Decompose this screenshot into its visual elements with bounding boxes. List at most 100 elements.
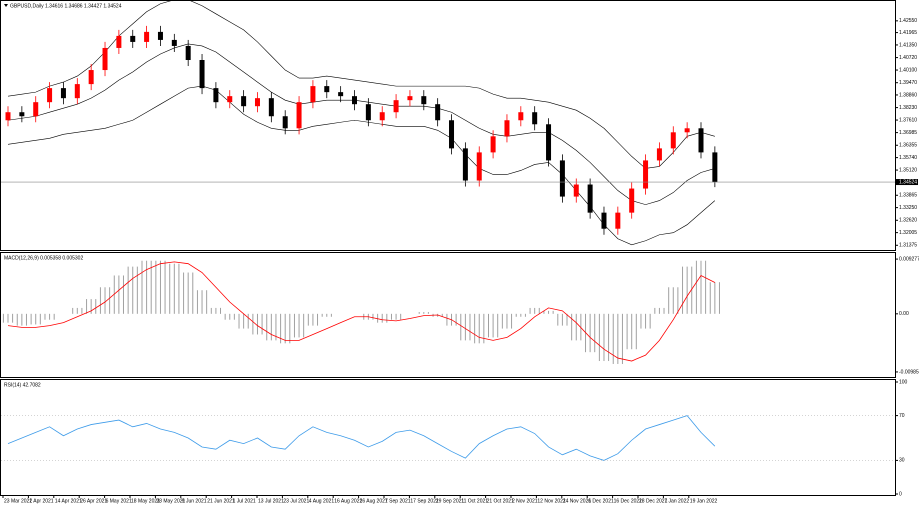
x-tick-label: 14 Apr 2021	[55, 498, 82, 504]
y-tick-label: -0.009852	[899, 369, 919, 375]
y-tick-label: 1.38230	[899, 105, 917, 111]
x-tick-label: 12 Nov 2021	[537, 498, 566, 504]
x-tick-label: 4 Aug 2021	[309, 498, 335, 504]
plot-area	[5, 1, 718, 246]
x-tick-label: 2 Apr 2021	[29, 498, 53, 504]
x-tick-label: 16 Aug 2021	[334, 498, 362, 504]
x-tick-label: 18 May 2021	[131, 498, 160, 504]
y-tick-label: 1.39470	[899, 80, 917, 86]
symbol-arrow	[4, 4, 8, 7]
candle-body	[490, 136, 496, 153]
y-tick-label: 0.00	[899, 311, 909, 317]
y-tick-label: 0.009277	[899, 256, 919, 262]
current-price-label: 1.34524	[899, 179, 917, 185]
signal-line	[7, 261, 716, 362]
candle-body	[712, 152, 718, 183]
candle-body	[74, 84, 80, 99]
plot-area	[7, 415, 716, 461]
rsi-title: RSI(14) 42.7082	[4, 382, 41, 388]
price-panel	[0, 0, 896, 251]
candle-body	[449, 120, 455, 149]
candle-body	[227, 96, 233, 103]
candle-body	[254, 98, 260, 107]
candle-body	[518, 112, 524, 121]
x-tick-label: 21 Jun 2021	[207, 498, 235, 504]
candle-body	[670, 132, 676, 149]
candle-body	[116, 35, 122, 48]
candle-body	[421, 96, 427, 105]
candle-body	[476, 152, 482, 181]
current-price-box	[896, 179, 918, 186]
x-tick-label: 29 Sep 2021	[436, 498, 465, 504]
y-tick-label: 1.42550	[899, 18, 917, 24]
candle-body	[338, 92, 344, 97]
y-tick-label: 30	[899, 458, 905, 464]
x-tick-label: 21 Oct 2021	[487, 498, 514, 504]
candle-body	[324, 86, 330, 93]
candle-body	[532, 112, 538, 125]
y-tick-label: 1.41965	[899, 30, 917, 36]
candle-body	[435, 104, 441, 121]
candle-body	[504, 120, 510, 137]
x-tick-label: 2 Nov 2021	[512, 498, 538, 504]
candle-body	[559, 160, 565, 197]
candle-body	[47, 88, 53, 103]
rsi-line	[7, 415, 716, 461]
x-tick-label: 23 Jul 2021	[283, 498, 309, 504]
candle-body	[393, 100, 399, 113]
x-tick-label: 26 Aug 2021	[360, 498, 388, 504]
y-tick-label: 100	[899, 379, 908, 385]
bollinger-upper	[7, 1, 715, 169]
candle-body	[365, 104, 371, 121]
bollinger-lower	[7, 85, 716, 246]
candle-body	[19, 112, 25, 117]
y-tick-label: 1.36985	[899, 130, 917, 136]
candle-body	[379, 112, 385, 121]
candle-body	[213, 88, 219, 103]
x-tick-label: 19 Jan 2022	[690, 498, 718, 504]
x-tick-label: 1 Jul 2021	[233, 498, 256, 504]
y-tick-label: 70	[899, 413, 905, 419]
candle-body	[546, 124, 552, 161]
y-tick-label: 1.33865	[899, 193, 917, 199]
x-tick-label: 9 Jun 2021	[182, 498, 207, 504]
candle-body	[157, 31, 163, 40]
x-tick-label: 6 May 2021	[106, 498, 132, 504]
x-tick-label: 13 Jul 2021	[258, 498, 284, 504]
candle-body	[573, 184, 579, 197]
candle-body	[199, 60, 205, 89]
candle-body	[462, 148, 468, 181]
candle-body	[310, 86, 316, 103]
x-tick-label: 26 Apr 2021	[80, 498, 107, 504]
x-tick-label: 28 May 2021	[156, 498, 185, 504]
candle-body	[268, 98, 274, 117]
y-tick-label: 1.32620	[899, 218, 917, 224]
y-tick-label: 1.35740	[899, 155, 917, 161]
candle-body	[643, 160, 649, 189]
candle-body	[684, 128, 690, 133]
candle-body	[185, 45, 191, 61]
y-tick-label: 1.32005	[899, 230, 917, 236]
x-tick-label: 7 Sep 2021	[385, 498, 411, 504]
x-tick-label: 24 Nov 2021	[563, 498, 592, 504]
y-tick-label: 1.41350	[899, 42, 917, 48]
candle-body	[698, 128, 704, 153]
y-tick-label: 1.38860	[899, 92, 917, 98]
candle-body	[241, 96, 247, 107]
y-tick-label: 1.35120	[899, 167, 917, 173]
bollinger-middle	[7, 43, 715, 205]
x-tick-label: 17 Sep 2021	[410, 498, 439, 504]
x-tick-label: 23 Mar 2021	[4, 498, 32, 504]
x-tick-label: 16 Dec 2021	[614, 498, 643, 504]
candle-body	[171, 39, 177, 46]
x-tick-label: 6 Dec 2021	[588, 498, 614, 504]
candle-body	[130, 35, 136, 42]
candle-body	[587, 184, 593, 213]
candle-body	[102, 47, 108, 71]
candle-body	[33, 102, 39, 117]
candle-body	[352, 96, 357, 105]
price-title: GBPUSD,Daily 1.34616 1.34686 1.34427 1.3…	[10, 3, 122, 9]
x-tick-label: 7 Jan 2022	[664, 498, 689, 504]
plot-area	[2, 260, 720, 364]
